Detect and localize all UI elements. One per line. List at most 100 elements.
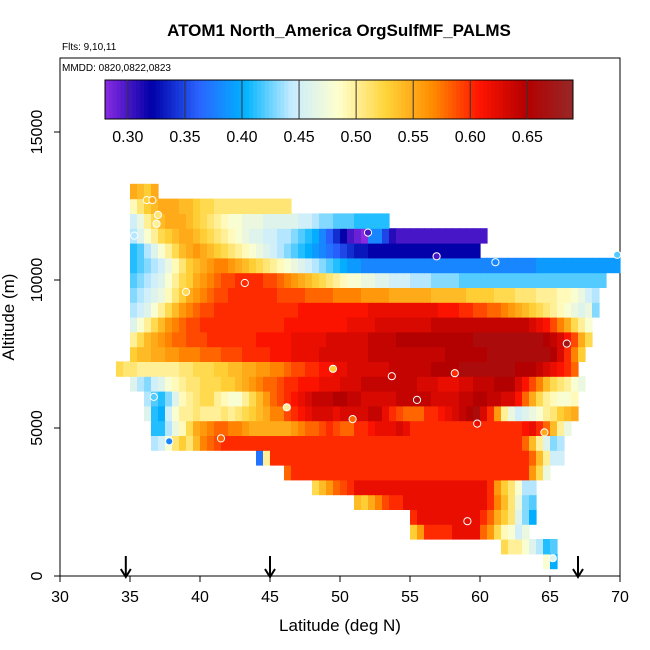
heatmap-cell: [368, 213, 376, 229]
heatmap-cell: [137, 183, 145, 200]
colorbar-segment: [381, 80, 387, 119]
heatmap-cell: [487, 435, 495, 451]
heatmap-cell: [438, 405, 446, 422]
colorbar-segment: [569, 80, 574, 119]
heatmap-cell: [543, 420, 551, 436]
heatmap-cell: [249, 272, 257, 288]
heatmap-cell: [130, 346, 138, 362]
heatmap-cell: [564, 257, 572, 274]
heatmap-cell: [452, 509, 460, 525]
heatmap-cell: [494, 509, 502, 525]
colorbar-segment: [175, 80, 180, 119]
heatmap-cell: [312, 405, 320, 422]
heatmap-cell: [354, 331, 362, 348]
heatmap-cell: [200, 361, 208, 377]
heatmap-cell: [221, 272, 229, 288]
heatmap-cell: [529, 346, 537, 362]
heatmap-cell: [396, 228, 404, 244]
heatmap-cell: [438, 494, 446, 510]
heatmap-cell: [186, 346, 194, 362]
heatmap-cell: [235, 346, 243, 362]
y-axis: 0 5000 10000 15000: [29, 110, 60, 580]
heatmap-cell: [347, 405, 355, 422]
sample-point: [148, 196, 157, 205]
heatmap-cell: [291, 405, 299, 422]
heatmap-cell: [424, 376, 432, 392]
heatmap-cell: [165, 346, 173, 362]
heatmap-cell: [480, 465, 488, 481]
heatmap-cell: [158, 435, 166, 451]
heatmap-cell: [263, 317, 271, 333]
heatmap-cell: [186, 213, 194, 229]
heatmap-cell: [368, 302, 376, 318]
heatmap-cell: [438, 509, 446, 525]
heatmap-cell: [536, 361, 544, 377]
heatmap-cell: [445, 494, 453, 510]
colorbar-segment: [155, 80, 161, 119]
heatmap-cell: [529, 287, 537, 303]
heatmap-cell: [417, 228, 425, 244]
heatmap-cell: [200, 317, 208, 333]
colorbar-segment: [288, 80, 293, 119]
heatmap-cell: [382, 287, 390, 303]
heatmap-cell: [277, 257, 285, 274]
heatmap-cell: [326, 435, 334, 451]
heatmap-cell: [277, 213, 285, 229]
heatmap-cell: [431, 376, 439, 392]
colorbar-segment: [354, 80, 359, 119]
heatmap-cell: [144, 287, 152, 303]
heatmap-cell: [550, 376, 558, 392]
heatmap-cell: [382, 302, 390, 318]
heatmap-cell: [361, 272, 369, 288]
heatmap-cell: [207, 346, 215, 362]
heatmap-cell: [179, 435, 187, 451]
heatmap-cell: [459, 465, 467, 481]
heatmap-cell: [333, 450, 341, 466]
heatmap-cell: [193, 331, 201, 348]
heatmap-cell: [151, 405, 159, 422]
heatmap-cell: [326, 450, 334, 466]
heatmap-cell: [543, 346, 551, 362]
colorbar-segment: [537, 80, 543, 119]
heatmap-cell: [459, 494, 467, 510]
heatmap-cell: [172, 376, 180, 392]
heatmap-cell: [536, 405, 544, 422]
heatmap-cell: [228, 243, 236, 259]
heatmap-cell: [389, 243, 397, 259]
heatmap-cell: [340, 405, 348, 422]
heatmap-cell: [291, 346, 299, 362]
heatmap-cell: [172, 435, 180, 451]
heatmap-cell: [501, 391, 509, 407]
heatmap-cell: [193, 272, 201, 288]
y-axis-label: Altitude (m): [0, 274, 18, 361]
colorbar-segment: [151, 80, 157, 119]
heatmap-cell: [256, 435, 264, 451]
heatmap-cell: [354, 287, 362, 303]
colorbar-segment: [522, 80, 527, 119]
heatmap-cell: [459, 361, 467, 377]
heatmap-cell: [564, 376, 572, 392]
colorbar-segment: [163, 80, 168, 119]
heatmap-cell: [445, 243, 453, 259]
heatmap-cell: [291, 331, 299, 348]
heatmap-cell: [214, 346, 222, 362]
heatmap-cell: [228, 302, 236, 318]
heatmap-cell: [431, 450, 439, 466]
heatmap-cell: [431, 420, 439, 436]
colorbar-segment: [362, 80, 367, 119]
heatmap-cell: [172, 287, 180, 303]
heatmap-cell: [494, 479, 502, 496]
heatmap-cell: [480, 479, 488, 496]
heatmap-cell: [172, 331, 180, 348]
heatmap-cell: [214, 272, 222, 288]
heatmap-cell: [389, 361, 397, 377]
heatmap-cell: [494, 346, 502, 362]
heatmap-cell: [151, 228, 159, 244]
heatmap-cell: [382, 243, 390, 259]
heatmap-cell: [151, 272, 159, 288]
heatmap-cell: [445, 346, 453, 362]
heatmap-cell: [347, 317, 355, 333]
heatmap-cell: [137, 302, 145, 318]
heatmap-cell: [445, 420, 453, 436]
heatmap-cell: [137, 376, 145, 392]
